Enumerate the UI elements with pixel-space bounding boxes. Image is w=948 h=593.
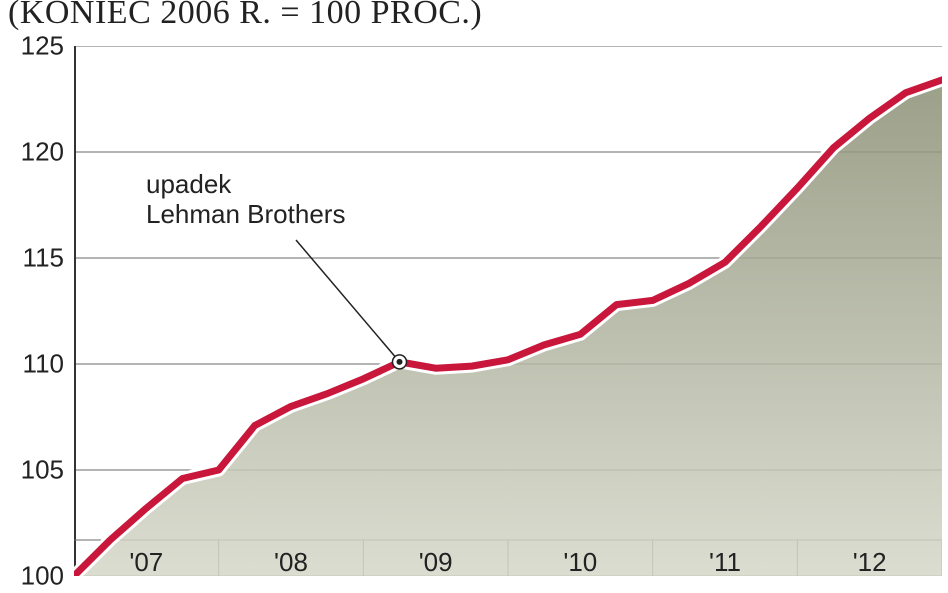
- chart-container: (KONIEC 2006 R. = 100 PROC.) 100 105 110…: [0, 0, 948, 593]
- xtick-label: '12: [853, 547, 887, 578]
- annotation-line2: Lehman Brothers: [146, 199, 345, 229]
- annotation-line1: upadek: [146, 169, 231, 199]
- xtick-label: '07: [129, 547, 163, 578]
- annotation-label: upadek Lehman Brothers: [146, 170, 345, 230]
- xtick-label: '10: [563, 547, 597, 578]
- plot-area: [74, 46, 942, 576]
- ytick-label: 110: [23, 349, 64, 380]
- chart-svg: [74, 46, 942, 576]
- xtick-label: '08: [274, 547, 308, 578]
- ytick-label: 120: [21, 137, 64, 168]
- ytick-label: 115: [23, 243, 64, 274]
- ytick-label: 100: [21, 561, 64, 592]
- xtick-label: '09: [419, 547, 453, 578]
- ytick-label: 105: [21, 455, 64, 486]
- xtick-label: '11: [709, 547, 741, 578]
- ytick-label: 125: [21, 31, 64, 62]
- chart-subtitle: (KONIEC 2006 R. = 100 PROC.): [8, 0, 482, 32]
